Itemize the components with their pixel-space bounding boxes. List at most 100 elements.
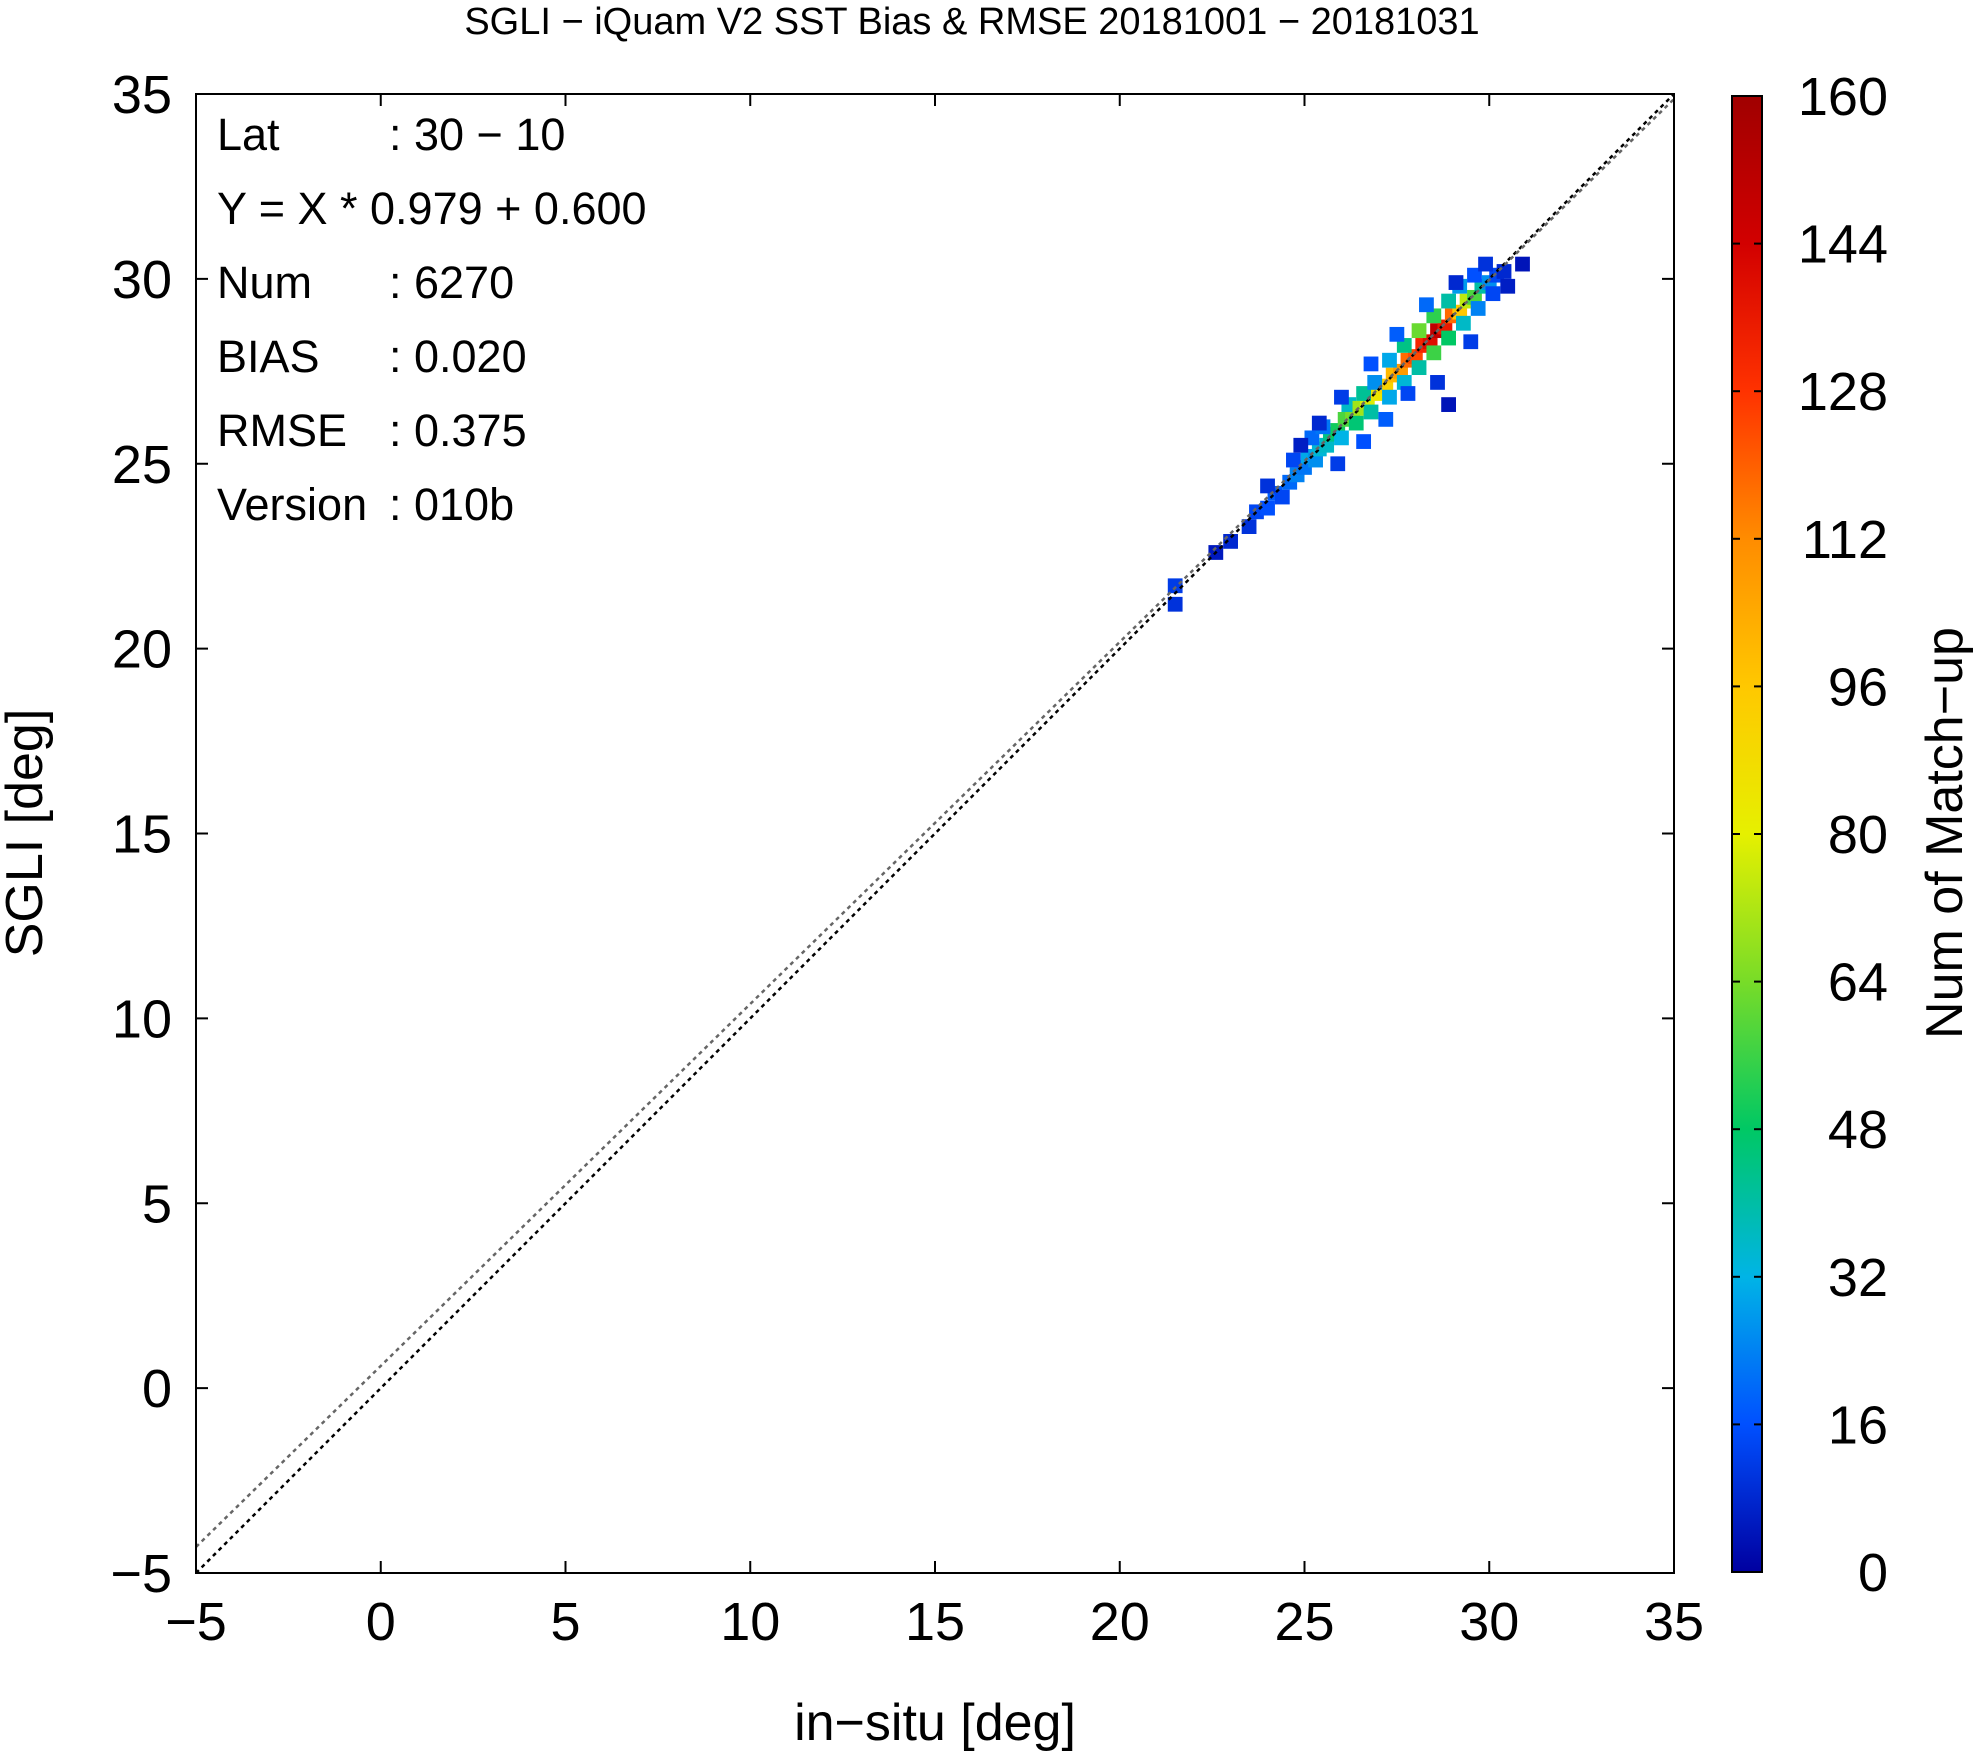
heatmap-cell [1441,330,1456,346]
heatmap-cell [1348,415,1364,431]
heatmap-cell [1419,297,1434,313]
stat-key: Y = X * 0.979 + 0.600 [217,183,647,234]
heatmap-cell [1407,349,1423,364]
heatmap-cell [1467,267,1482,283]
heatmap-cell [1426,345,1442,361]
stat-value: : 010b [389,479,514,530]
heatmap-cell [1286,452,1301,468]
heatmap-cell [1400,386,1416,401]
y-axis-ticks: −5 0 5 10 15 20 25 30 35 [110,65,1674,1604]
x-tick-label: 5 [550,1592,580,1652]
colorbar-tick-label: 112 [1802,510,1888,570]
x-tick-label: −5 [165,1592,227,1652]
y-tick-label: 15 [112,805,172,865]
x-tick-label: 10 [720,1592,780,1652]
heatmap-cell [1389,326,1405,342]
heatmap-cell [1378,411,1394,427]
y-tick-label: 35 [112,65,172,125]
x-tick-label: 0 [366,1592,396,1652]
stat-value: : 0.375 [389,405,527,456]
colorbar-tick-label: 48 [1828,1100,1888,1160]
heatmap-cell [1167,596,1183,612]
heatmap-cell [1430,375,1445,390]
heatmap-cell [1241,519,1257,534]
colorbar-tick-label: 80 [1828,805,1888,865]
y-tick-label: 0 [142,1359,172,1419]
heatmap-cell [1426,308,1442,324]
heatmap-cell [1382,352,1397,368]
heatmap-cell [1382,389,1397,405]
heatmap-cell [1367,375,1383,390]
heatmap-cell [1393,363,1408,379]
heatmap-cell [1330,456,1346,472]
heatmap-cell [1363,356,1379,372]
colorbar-tick-label: 128 [1798,362,1888,422]
stat-value: : 30 − 10 [389,109,565,160]
heatmap-cell [1441,293,1456,309]
heatmap-cell [1334,430,1349,446]
heatmap-cell [1396,375,1412,390]
colorbar-tick-label: 144 [1798,215,1888,275]
heatmap-cell [1422,334,1438,350]
colorbar-tick-label: 160 [1798,67,1888,127]
stat-key: Num [217,257,312,308]
stat-value: : 6270 [389,257,514,308]
regression-line [196,98,1674,1548]
y-tick-label: 30 [112,250,172,310]
heatmap-bins [1167,256,1530,612]
y-tick-label: 20 [112,620,172,680]
heatmap-cell [1452,304,1468,320]
stat-key: BIAS [217,331,320,382]
x-tick-label: 15 [905,1592,965,1652]
heatmap-cell [1496,264,1512,279]
x-tick-label: 30 [1459,1592,1519,1652]
x-tick-label: 35 [1644,1592,1704,1652]
stat-key: Version [217,479,367,530]
heatmap-cell [1363,404,1379,420]
heatmap-cell [1260,500,1275,516]
stat-key: RMSE [217,405,347,456]
colorbar-label: Num of Match−up [1916,627,1974,1039]
heatmap-cell [1260,478,1275,494]
x-tick-label: 20 [1090,1592,1150,1652]
colorbar-tick-label: 96 [1828,657,1888,717]
stats-box: Lat : 30 − 10 Y = X * 0.979 + 0.600 Num : 62… [217,109,647,530]
colorbar-ticks: 0 16 32 48 64 80 96 112 128 144 160 [1732,67,1888,1603]
heatmap-cell [1463,334,1479,350]
heatmap-cell [1411,360,1427,376]
heatmap-cell [1167,578,1183,594]
colorbar-tick-label: 16 [1828,1395,1888,1455]
reference-lines [196,94,1674,1573]
heatmap-cell [1293,437,1309,453]
heatmap-cell [1274,489,1290,505]
x-tick-label: 25 [1274,1592,1334,1652]
stat-key: Lat [217,109,280,160]
heatmap-cell [1356,434,1372,449]
y-tick-label: −5 [110,1544,172,1604]
heatmap-cell [1437,319,1453,335]
stat-value: : 0.020 [389,331,527,382]
colorbar-tick-label: 32 [1828,1248,1888,1308]
y-axis-label: SGLI [deg] [0,709,54,958]
chart-title: SGLI − iQuam V2 SST Bias & RMSE 20181001… [464,1,1479,43]
heatmap-cell [1448,275,1464,290]
one-to-one-line [196,94,1674,1573]
heatmap-cell [1311,415,1327,431]
heatmap-cell [1441,397,1456,412]
x-axis-ticks: −5 0 5 10 15 20 25 30 35 [165,94,1704,1652]
heatmap-cell [1455,315,1471,331]
heatmap-cell [1500,278,1516,294]
colorbar-tick-label: 64 [1828,953,1888,1013]
heatmap-cell [1396,338,1412,353]
heatmap-cell [1478,256,1493,272]
heatmap-cell [1515,256,1530,272]
y-tick-label: 5 [142,1174,172,1234]
x-axis-label: in−situ [deg] [794,1694,1076,1752]
y-tick-label: 25 [112,435,172,495]
heatmap-cell [1470,301,1486,316]
heatmap-cell [1334,389,1349,405]
heatmap-cell [1411,323,1427,339]
colorbar-tick-label: 0 [1858,1543,1888,1603]
y-tick-label: 10 [112,989,172,1049]
